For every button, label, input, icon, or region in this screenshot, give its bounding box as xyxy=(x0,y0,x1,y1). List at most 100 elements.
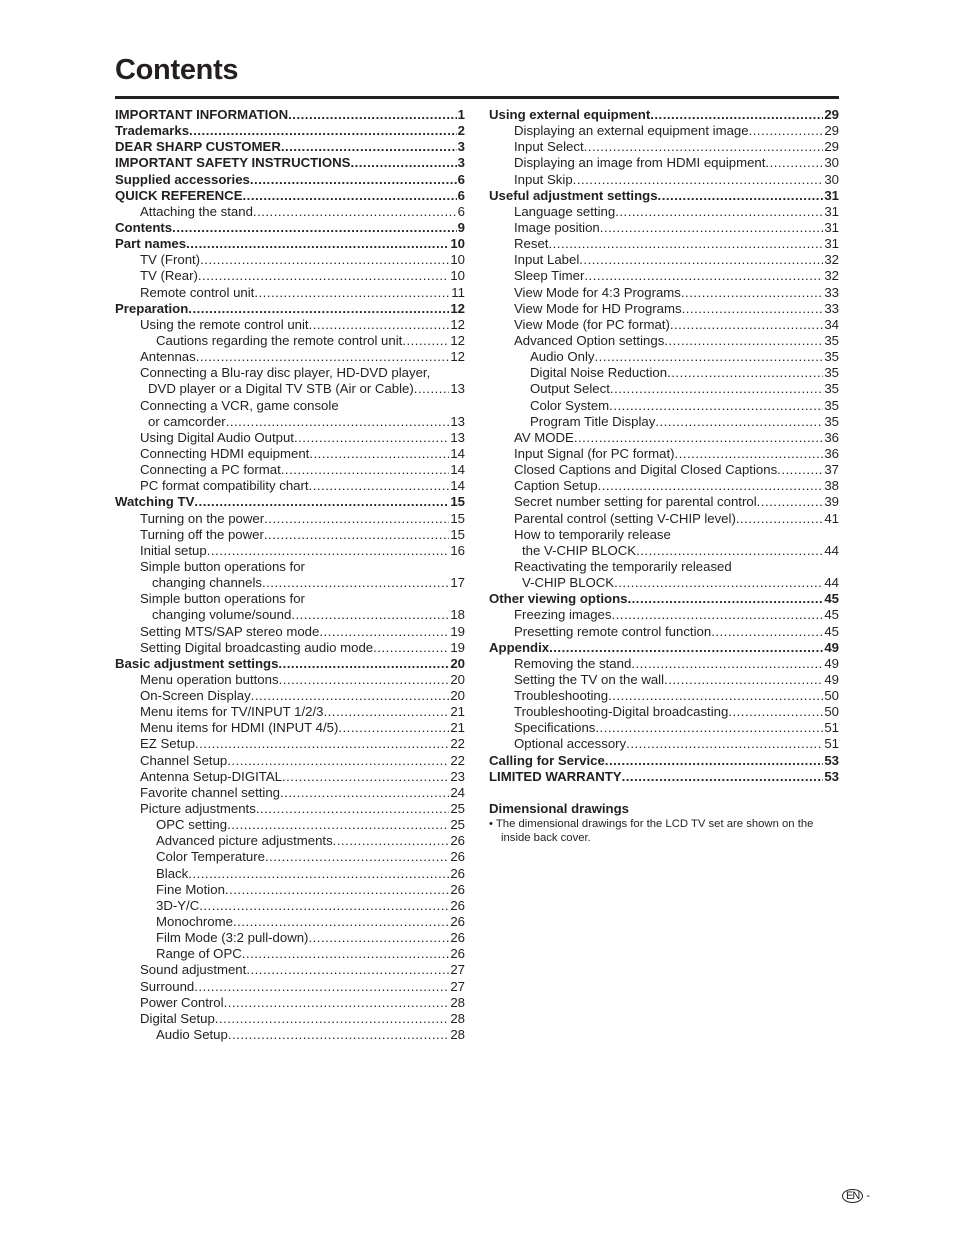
toc-entry[interactable]: Power Control 28 xyxy=(115,995,465,1011)
toc-entry[interactable]: Removing the stand 49 xyxy=(489,656,839,672)
toc-entry[interactable]: Connecting a VCR, game console xyxy=(115,398,465,414)
toc-entry[interactable]: Audio Setup 28 xyxy=(115,1027,465,1043)
toc-entry[interactable]: Picture adjustments 25 xyxy=(115,801,465,817)
toc-entry[interactable]: changing volume/sound 18 xyxy=(115,607,465,623)
toc-entry[interactable]: Channel Setup 22 xyxy=(115,753,465,769)
toc-entry[interactable]: Reactivating the temporarily released xyxy=(489,559,839,575)
toc-entry[interactable]: Specifications 51 xyxy=(489,720,839,736)
toc-entry[interactable]: Troubleshooting-Digital broadcasting 50 xyxy=(489,704,839,720)
toc-entry[interactable]: Monochrome 26 xyxy=(115,914,465,930)
toc-section-entry[interactable]: IMPORTANT SAFETY INSTRUCTIONS 3 xyxy=(115,155,465,171)
toc-entry[interactable]: Simple button operations for xyxy=(115,559,465,575)
toc-section-entry[interactable]: Part names 10 xyxy=(115,236,465,252)
toc-entry[interactable]: AV MODE 36 xyxy=(489,430,839,446)
toc-entry[interactable]: Menu items for TV/INPUT 1/2/3 21 xyxy=(115,704,465,720)
toc-section-entry[interactable]: QUICK REFERENCE 6 xyxy=(115,188,465,204)
toc-entry[interactable]: Black 26 xyxy=(115,866,465,882)
toc-section-entry[interactable]: Other viewing options 45 xyxy=(489,591,839,607)
toc-entry[interactable]: Connecting a Blu-ray disc player, HD-DVD… xyxy=(115,365,465,381)
toc-entry[interactable]: Turning off the power 15 xyxy=(115,527,465,543)
toc-section-entry[interactable]: Watching TV 15 xyxy=(115,494,465,510)
toc-entry[interactable]: Input Skip 30 xyxy=(489,172,839,188)
toc-entry[interactable]: V-CHIP BLOCK 44 xyxy=(489,575,839,591)
toc-entry[interactable]: Sound adjustment 27 xyxy=(115,962,465,978)
toc-section-entry[interactable]: Preparation 12 xyxy=(115,301,465,317)
toc-entry[interactable]: 3D-Y/C 26 xyxy=(115,898,465,914)
toc-entry[interactable]: Antenna Setup-DIGITAL 23 xyxy=(115,769,465,785)
toc-entry[interactable]: Connecting a PC format 14 xyxy=(115,462,465,478)
toc-entry[interactable]: TV (Front) 10 xyxy=(115,252,465,268)
toc-entry[interactable]: Simple button operations for xyxy=(115,591,465,607)
toc-entry[interactable]: View Mode for 4:3 Programs 33 xyxy=(489,285,839,301)
toc-entry[interactable]: Reset 31 xyxy=(489,236,839,252)
toc-section-entry[interactable]: Useful adjustment settings 31 xyxy=(489,188,839,204)
toc-entry[interactable]: Optional accessory 51 xyxy=(489,736,839,752)
toc-entry[interactable]: Setting the TV on the wall 49 xyxy=(489,672,839,688)
toc-entry[interactable]: Turning on the power 15 xyxy=(115,511,465,527)
toc-entry[interactable]: Freezing images 45 xyxy=(489,607,839,623)
toc-entry[interactable]: Using Digital Audio Output 13 xyxy=(115,430,465,446)
toc-section-entry[interactable]: Using external equipment 29 xyxy=(489,107,839,123)
toc-entry[interactable]: changing channels 17 xyxy=(115,575,465,591)
toc-entry[interactable]: Color Temperature 26 xyxy=(115,849,465,865)
toc-entry[interactable]: On-Screen Display 20 xyxy=(115,688,465,704)
toc-entry[interactable]: Program Title Display 35 xyxy=(489,414,839,430)
toc-entry[interactable]: Input Label 32 xyxy=(489,252,839,268)
toc-entry[interactable]: Range of OPC 26 xyxy=(115,946,465,962)
toc-entry[interactable]: Menu operation buttons 20 xyxy=(115,672,465,688)
toc-entry[interactable]: Input Select 29 xyxy=(489,139,839,155)
toc-entry[interactable]: Displaying an external equipment image 29 xyxy=(489,123,839,139)
toc-entry[interactable]: Language setting 31 xyxy=(489,204,839,220)
toc-entry[interactable]: Displaying an image from HDMI equipment 3… xyxy=(489,155,839,171)
toc-entry[interactable]: Surround 27 xyxy=(115,979,465,995)
toc-entry[interactable]: Setting MTS/SAP stereo mode 19 xyxy=(115,624,465,640)
toc-section-entry[interactable]: Calling for Service 53 xyxy=(489,753,839,769)
toc-entry[interactable]: Cautions regarding the remote control un… xyxy=(115,333,465,349)
toc-entry[interactable]: How to temporarily release xyxy=(489,527,839,543)
toc-entry[interactable]: Remote control unit 11 xyxy=(115,285,465,301)
toc-entry[interactable]: Input Signal (for PC format) 36 xyxy=(489,446,839,462)
toc-entry[interactable]: Menu items for HDMI (INPUT 4/5) 21 xyxy=(115,720,465,736)
toc-entry[interactable]: Setting Digital broadcasting audio mode 1… xyxy=(115,640,465,656)
toc-entry[interactable]: Advanced Option settings 35 xyxy=(489,333,839,349)
toc-entry[interactable]: Advanced picture adjustments 26 xyxy=(115,833,465,849)
toc-entry[interactable]: Audio Only 35 xyxy=(489,349,839,365)
toc-section-entry[interactable]: IMPORTANT INFORMATION 1 xyxy=(115,107,465,123)
toc-section-entry[interactable]: Basic adjustment settings 20 xyxy=(115,656,465,672)
toc-entry[interactable]: the V-CHIP BLOCK 44 xyxy=(489,543,839,559)
toc-entry[interactable]: TV (Rear) 10 xyxy=(115,268,465,284)
toc-entry[interactable]: Connecting HDMI equipment 14 xyxy=(115,446,465,462)
toc-entry[interactable]: View Mode (for PC format) 34 xyxy=(489,317,839,333)
toc-entry[interactable]: Sleep Timer 32 xyxy=(489,268,839,284)
toc-entry[interactable]: Attaching the stand 6 xyxy=(115,204,465,220)
toc-entry[interactable]: Image position 31 xyxy=(489,220,839,236)
toc-entry[interactable]: Favorite channel setting 24 xyxy=(115,785,465,801)
toc-entry[interactable]: EZ Setup 22 xyxy=(115,736,465,752)
toc-entry[interactable]: View Mode for HD Programs 33 xyxy=(489,301,839,317)
toc-section-entry[interactable]: Supplied accessories 6 xyxy=(115,172,465,188)
toc-section-entry[interactable]: DEAR SHARP CUSTOMER 3 xyxy=(115,139,465,155)
toc-entry[interactable]: Color System 35 xyxy=(489,398,839,414)
toc-section-entry[interactable]: Trademarks 2 xyxy=(115,123,465,139)
toc-section-entry[interactable]: Contents 9 xyxy=(115,220,465,236)
toc-entry[interactable]: Parental control (setting V-CHIP level) 4… xyxy=(489,511,839,527)
toc-entry[interactable]: Fine Motion 26 xyxy=(115,882,465,898)
toc-entry[interactable]: Antennas 12 xyxy=(115,349,465,365)
toc-entry[interactable]: Troubleshooting 50 xyxy=(489,688,839,704)
toc-entry[interactable]: Caption Setup 38 xyxy=(489,478,839,494)
toc-entry[interactable]: DVD player or a Digital TV STB (Air or C… xyxy=(115,381,465,397)
toc-section-entry[interactable]: Appendix 49 xyxy=(489,640,839,656)
toc-entry[interactable]: Closed Captions and Digital Closed Capti… xyxy=(489,462,839,478)
toc-entry[interactable]: Film Mode (3:2 pull-down) 26 xyxy=(115,930,465,946)
toc-entry[interactable]: Presetting remote control function 45 xyxy=(489,624,839,640)
toc-entry[interactable]: Initial setup 16 xyxy=(115,543,465,559)
toc-entry[interactable]: Digital Noise Reduction 35 xyxy=(489,365,839,381)
toc-entry[interactable]: Using the remote control unit 12 xyxy=(115,317,465,333)
toc-entry[interactable]: or camcorder 13 xyxy=(115,414,465,430)
toc-entry[interactable]: Output Select 35 xyxy=(489,381,839,397)
toc-entry[interactable]: Digital Setup 28 xyxy=(115,1011,465,1027)
toc-entry[interactable]: OPC setting 25 xyxy=(115,817,465,833)
toc-entry[interactable]: PC format compatibility chart 14 xyxy=(115,478,465,494)
toc-section-entry[interactable]: LIMITED WARRANTY 53 xyxy=(489,769,839,785)
toc-entry[interactable]: Secret number setting for parental contr… xyxy=(489,494,839,510)
